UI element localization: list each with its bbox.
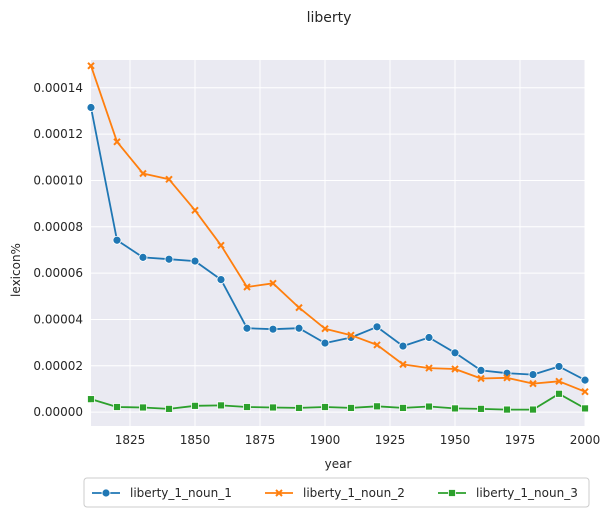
data-point (554, 362, 564, 371)
data-point (399, 404, 407, 412)
data-point (190, 256, 200, 266)
plot-area (91, 60, 585, 426)
data-point (347, 331, 355, 339)
legend-label: liberty_1_noun_1 (130, 486, 232, 500)
data-point (165, 404, 173, 413)
data-point (373, 341, 381, 349)
data-point (269, 403, 277, 412)
data-point (399, 360, 407, 369)
x-tick-label: 1925 (375, 433, 406, 447)
y-tick-label: 0.00008 (33, 220, 83, 234)
data-point (425, 364, 433, 372)
data-point (477, 374, 485, 383)
data-point (321, 325, 329, 333)
data-point (321, 403, 329, 411)
x-tick-label: 1900 (310, 433, 341, 447)
data-point (451, 404, 459, 413)
x-tick-label: 1975 (505, 433, 536, 447)
data-point (113, 403, 121, 411)
grid-lines (91, 60, 586, 426)
data-point (320, 338, 330, 348)
data-point (138, 252, 148, 262)
data-point (295, 303, 303, 312)
data-point (372, 322, 382, 332)
series-layer (86, 62, 590, 414)
data-point (580, 375, 590, 385)
data-point (425, 402, 433, 411)
data-point (476, 366, 486, 375)
data-point (450, 348, 460, 358)
data-point (164, 254, 174, 264)
data-point (268, 324, 278, 334)
data-point (528, 370, 538, 379)
y-tick-label: 0.00000 (33, 405, 83, 419)
x-axis-ticks: 1825 1850 1875 1900 1925 1950 1975 2000 (115, 433, 601, 447)
data-point (451, 365, 459, 373)
legend-item: liberty_1_noun_2 (265, 486, 405, 500)
data-point (555, 389, 563, 398)
data-point (398, 341, 408, 351)
legend-item: liberty_1_noun_3 (438, 486, 578, 500)
data-point (112, 235, 122, 245)
data-point (243, 283, 251, 291)
data-point (529, 379, 537, 388)
legend-item: liberty_1_noun_1 (92, 486, 232, 500)
y-tick-label: 0.00004 (33, 312, 83, 326)
data-point (243, 403, 251, 411)
x-tick-label: 1825 (115, 433, 146, 447)
legend-label: liberty_1_noun_3 (476, 486, 578, 500)
legend-box (83, 477, 590, 508)
data-point (242, 323, 252, 333)
data-point (581, 388, 589, 396)
data-point (477, 404, 485, 413)
x-tick-label: 1875 (245, 433, 276, 447)
y-axis-label: lexicon% (9, 243, 23, 297)
chart-title: liberty (307, 10, 352, 26)
data-point (294, 323, 304, 333)
data-point (555, 377, 563, 385)
x-tick-label: 2000 (570, 433, 601, 447)
series-liberty_1_noun_1 (86, 103, 590, 385)
data-point (139, 403, 147, 412)
data-point (87, 395, 95, 404)
data-point (347, 404, 355, 412)
data-point (269, 279, 277, 288)
legend-marker (101, 488, 111, 498)
x-tick-label: 1950 (440, 433, 471, 447)
series-line (90, 65, 586, 393)
data-point (165, 175, 173, 184)
x-axis-label: year (325, 457, 352, 471)
data-point (503, 405, 511, 414)
y-tick-label: 0.00006 (33, 266, 83, 280)
data-point (581, 404, 589, 413)
legend-label: liberty_1_noun_2 (303, 486, 405, 500)
series-liberty_1_noun_3 (87, 389, 589, 414)
y-tick-label: 0.00012 (33, 127, 83, 141)
data-point (216, 275, 226, 285)
data-point (191, 206, 199, 215)
data-point (217, 401, 225, 410)
data-point (139, 169, 147, 178)
legend: liberty_1_noun_1 liberty_1_noun_2 liberty_… (83, 477, 590, 508)
data-point (503, 374, 511, 382)
data-point (529, 405, 537, 414)
data-point (87, 62, 95, 70)
data-point (191, 401, 199, 410)
data-point (113, 138, 121, 146)
legend-marker (275, 489, 283, 497)
data-point (86, 103, 96, 112)
y-tick-label: 0.00014 (33, 81, 83, 95)
x-tick-label: 1850 (180, 433, 211, 447)
y-axis-ticks: 0.00000 0.00002 0.00004 0.00006 0.00008 0.000… (33, 81, 83, 419)
series-line (90, 392, 586, 411)
y-tick-label: 0.00002 (33, 359, 83, 373)
series-liberty_1_noun_2 (87, 62, 589, 396)
data-point (295, 404, 303, 412)
y-tick-label: 0.00010 (33, 173, 83, 187)
data-point (217, 241, 225, 250)
data-point (373, 402, 381, 411)
data-point (424, 333, 434, 342)
legend-marker (448, 489, 456, 497)
